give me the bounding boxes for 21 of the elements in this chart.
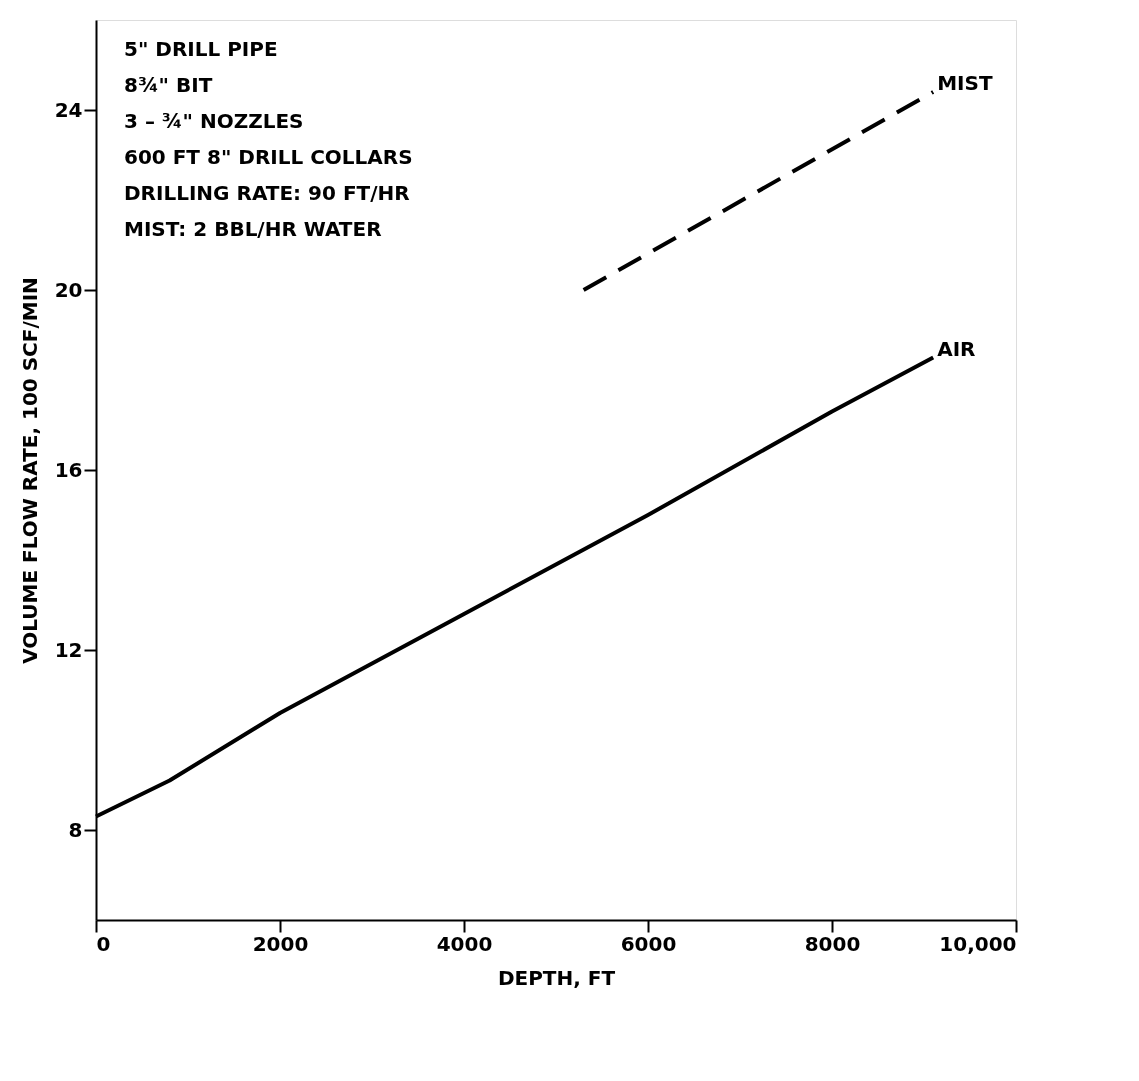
y-axis-title: VOLUME FLOW RATE, 100 SCF/MIN xyxy=(17,277,42,664)
y-tick-label: 24 xyxy=(54,97,83,122)
annotation: 600 FT 8" DRILL COLLARS xyxy=(124,145,413,169)
y-tick-label: 20 xyxy=(54,277,83,302)
series-label: MIST xyxy=(937,71,993,95)
y-tick-label: 16 xyxy=(54,457,83,482)
annotation: DRILLING RATE: 90 FT/HR xyxy=(124,181,410,205)
x-tick-label: 8000 xyxy=(804,931,861,956)
y-tick-label: 8 xyxy=(68,817,83,842)
annotation: MIST: 2 BBL/HR WATER xyxy=(124,217,382,241)
y-tick-label: 12 xyxy=(54,637,83,662)
x-axis-title: DEPTH, FT xyxy=(497,965,616,990)
annotation: 8¾" BIT xyxy=(124,73,213,97)
x-tick-label: 10,000 xyxy=(939,931,1017,956)
annotation: 5" DRILL PIPE xyxy=(124,37,278,61)
annotation: 3 – ¾" NOZZLES xyxy=(124,109,304,133)
x-tick-label: 2000 xyxy=(252,931,309,956)
series-label: AIR xyxy=(937,336,976,361)
x-tick-label: 4000 xyxy=(436,931,493,956)
x-tick-label: 0 xyxy=(96,931,111,956)
x-tick-label: 6000 xyxy=(620,931,677,956)
